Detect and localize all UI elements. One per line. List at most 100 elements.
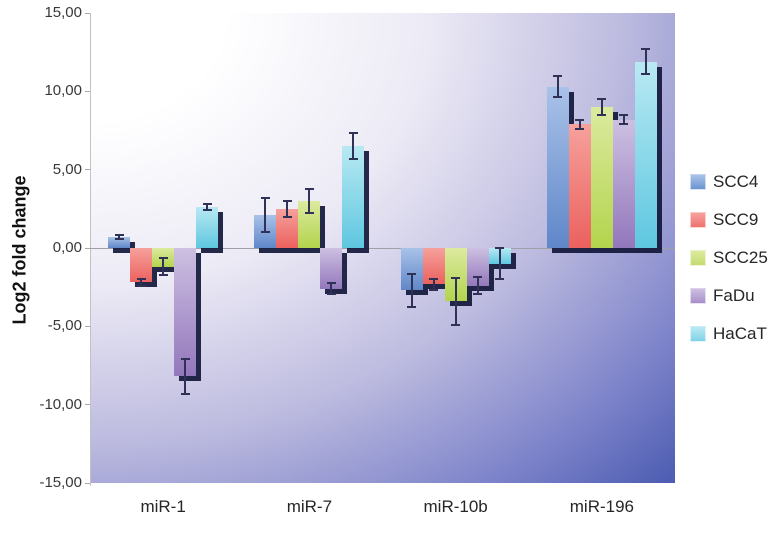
bar-HaCaT-miR-1 (196, 207, 219, 248)
y-tick-label: 5,00 (52, 160, 82, 178)
error-bar-cap (348, 131, 358, 134)
bar-SCC9-miR-1 (130, 248, 153, 283)
y-axis-title: Log2 fold change (9, 175, 30, 325)
error-bar-SCC9-miR-7 (286, 201, 289, 217)
y-tick-mark (85, 247, 90, 249)
bar-SCC9-miR-10b (422, 248, 445, 285)
error-bar-cap (136, 278, 146, 281)
error-bar-FaDu-miR-196 (622, 114, 625, 125)
y-tick-label: -15,00 (39, 474, 82, 491)
error-bar-HaCaT-miR-1 (206, 204, 209, 211)
y-tick-mark (85, 482, 90, 484)
legend-item-HaCaT: HaCaT (690, 315, 768, 353)
y-tick-label: -5,00 (47, 317, 82, 335)
bar-SCC4-miR-196 (546, 86, 569, 248)
bar-SCC25-miR-10b (444, 248, 467, 302)
error-bar-cap (619, 123, 629, 126)
bar-HaCaT-miR-196 (634, 61, 657, 248)
error-bar-SCC25-miR-7 (308, 189, 311, 213)
bar-SCC4-miR-1 (108, 237, 131, 248)
error-bar-cap (136, 284, 146, 287)
bar-FaDu-miR-196 (612, 119, 635, 248)
error-bar-cap (326, 293, 336, 296)
error-bar-cap (202, 209, 212, 212)
error-bar-cap (304, 211, 314, 214)
error-bar-cap (495, 278, 505, 281)
y-tick-mark (85, 404, 90, 406)
error-bar-SCC4-miR-10b (410, 273, 413, 307)
legend: SCC4 SCC9 SCC25 FaDu HaCaT (690, 163, 768, 353)
y-tick-mark (85, 12, 90, 14)
error-bar-SCC9-miR-10b (432, 278, 435, 290)
y-tick-label: 10,00 (44, 82, 82, 100)
error-bar-cap (158, 274, 168, 277)
error-bar-cap (597, 113, 607, 116)
y-tick-mark (85, 90, 90, 92)
error-bar-cap (451, 276, 461, 279)
error-bar-cap (180, 392, 190, 395)
error-bar-SCC4-miR-1 (118, 234, 121, 240)
x-category-label-miR-1: miR-1 (140, 497, 186, 516)
x-category-label-miR-10b: miR-10b (423, 497, 488, 516)
legend-swatch-HaCaT (690, 326, 706, 342)
error-bar-cap (473, 293, 483, 296)
error-bar-SCC25-miR-10b (454, 277, 457, 325)
legend-swatch-SCC9 (690, 212, 706, 228)
error-bar-cap (575, 118, 585, 121)
error-bar-FaDu-miR-1 (184, 359, 187, 394)
y-tick-label: 0,00 (52, 239, 82, 256)
y-axis-line (90, 13, 91, 486)
error-bar-SCC4-miR-196 (556, 76, 559, 97)
legend-label: SCC25 (713, 248, 768, 267)
error-bar-cap (641, 48, 651, 51)
error-bar-SCC9-miR-196 (578, 119, 581, 129)
error-bar-cap (180, 358, 190, 361)
error-bar-HaCaT-miR-196 (644, 49, 647, 75)
error-bar-cap (158, 257, 168, 260)
error-bar-FaDu-miR-7 (330, 283, 333, 295)
error-bar-cap (553, 75, 563, 78)
error-bar-cap (495, 247, 505, 249)
bar-FaDu-miR-7 (320, 248, 343, 289)
y-tick-label: -10,00 (39, 395, 82, 413)
error-bar-cap (260, 196, 270, 199)
error-bar-cap (202, 203, 212, 206)
error-bar-cap (304, 188, 314, 191)
error-bar-SCC9-miR-1 (140, 279, 143, 286)
legend-item-SCC25: SCC25 (690, 239, 768, 277)
error-bar-SCC25-miR-196 (600, 99, 603, 115)
bar-FaDu-miR-10b (466, 248, 489, 286)
error-bar-cap (597, 98, 607, 101)
error-bar-SCC4-miR-7 (264, 197, 267, 233)
y-tick-mark (85, 325, 90, 327)
x-category-label-miR-196: miR-196 (569, 497, 634, 516)
y-tick-label: 15,00 (44, 4, 82, 21)
zero-gridline (90, 247, 675, 249)
error-bar-cap (114, 233, 124, 236)
error-bar-cap (260, 231, 270, 234)
error-bar-cap (429, 277, 439, 280)
error-bar-cap (407, 305, 417, 308)
error-bar-SCC25-miR-1 (162, 258, 165, 276)
error-bar-cap (114, 238, 124, 241)
legend-item-SCC4: SCC4 (690, 163, 768, 201)
error-bar-cap (451, 323, 461, 326)
legend-item-SCC9: SCC9 (690, 201, 768, 239)
legend-label: SCC4 (713, 172, 759, 191)
bar-SCC4-miR-10b (400, 248, 423, 291)
error-bar-cap (429, 288, 439, 291)
error-bar-cap (473, 275, 483, 278)
error-bar-cap (282, 215, 292, 218)
error-bar-cap (407, 272, 417, 275)
bar-SCC25-miR-196 (590, 107, 613, 248)
error-bar-cap (553, 95, 563, 98)
error-bar-cap (326, 282, 336, 285)
legend-swatch-SCC25 (690, 250, 706, 266)
bar-HaCaT-miR-7 (342, 146, 365, 248)
error-bar-FaDu-miR-10b (476, 276, 479, 295)
error-bar-cap (575, 127, 585, 130)
bar-SCC9-miR-7 (276, 208, 299, 248)
error-bar-cap (641, 73, 651, 76)
legend-label: FaDu (713, 286, 755, 305)
